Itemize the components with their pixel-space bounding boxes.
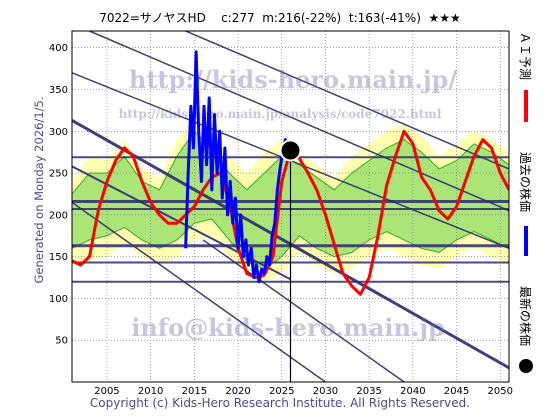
tick-label-layer: 2005 2010 2015 2020 2025 2030 2035 2040 2045 2050…	[49, 43, 513, 397]
x-tick-label: 2030	[313, 386, 338, 397]
watermark-top: http://kids-hero.main.jp/	[129, 65, 457, 94]
x-tick-label: 2025	[269, 386, 294, 397]
plot-frame	[71, 30, 510, 383]
y-tick-label: 200	[49, 210, 68, 221]
trend-line	[72, 201, 326, 382]
watermark-bottom: info@kids-hero.main.jp	[131, 313, 445, 342]
x-tick-label: 2020	[225, 386, 250, 397]
watermark-layer: http://kids-hero.main.jp/ http://kids-he…	[119, 65, 458, 342]
current-marker-layer	[279, 139, 302, 382]
y-tick-label: 350	[49, 85, 68, 96]
x-tick-label: 2040	[400, 386, 425, 397]
legend-latest-marker	[519, 359, 533, 373]
copyright-footer: Copyright (c) Kids-Hero Research Institu…	[89, 396, 471, 410]
legend-past: 過去の株価	[518, 152, 533, 256]
legend-forecast: ＡＩ予測	[518, 32, 532, 122]
x-tick-label: 2050	[488, 386, 513, 397]
legend-past-label: 過去の株価	[518, 152, 533, 212]
legend-forecast-label: ＡＩ予測	[518, 32, 532, 80]
y-tick-label: 150	[49, 252, 68, 263]
trend-line	[202, 239, 405, 382]
y-tick-label: 400	[49, 43, 68, 54]
y-tick-label: 100	[49, 294, 68, 305]
y-tick-label: 50	[55, 336, 68, 347]
x-tick-label: 2015	[182, 386, 207, 397]
current-price-marker	[279, 139, 302, 162]
chart-title: 7022=サノヤスHD c:277 m:216(-22%) t:163(-41%…	[99, 11, 461, 25]
x-tick-label: 2045	[444, 386, 469, 397]
past-price-line	[184, 50, 292, 284]
trend-line	[185, 31, 509, 170]
legend-latest-label: 最新の株価	[518, 286, 533, 346]
generated-date-label: Generated on Monday 2026/1/5.	[32, 96, 46, 284]
trend-line	[72, 165, 291, 281]
grid-layer	[72, 31, 509, 382]
trend-line	[89, 31, 509, 212]
y-tick-label: 250	[49, 169, 68, 180]
x-tick-label: 2010	[138, 386, 163, 397]
y-tick-label: 300	[49, 127, 68, 138]
x-tick-label: 2005	[94, 386, 119, 397]
watermark-mid: http://kids-hero.main.jp/analysis/code70…	[119, 107, 442, 121]
x-tick-label: 2035	[356, 386, 381, 397]
legend-latest: 最新の株価	[518, 286, 533, 373]
